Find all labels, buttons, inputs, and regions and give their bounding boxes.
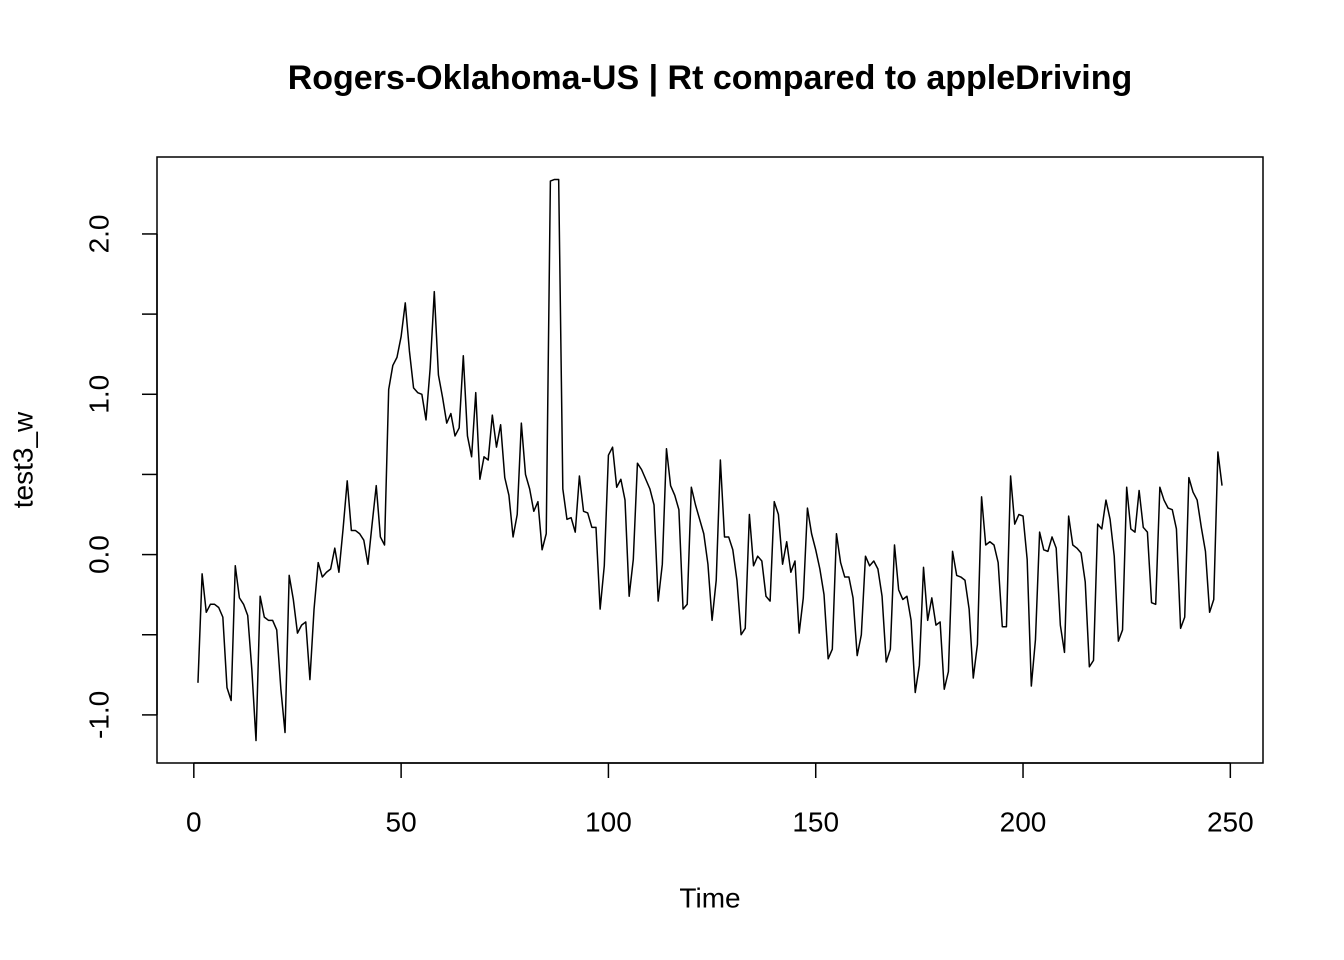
- x-tick-label: 250: [1207, 806, 1254, 837]
- x-tick-label: 0: [186, 806, 202, 837]
- series-line: [197, 178, 1223, 742]
- x-tick-label: 200: [1000, 806, 1047, 837]
- y-tick-label: 1.0: [83, 375, 114, 414]
- x-tick-label: 150: [792, 806, 839, 837]
- x-tick-label: 50: [386, 806, 417, 837]
- y-tick-label: -1.0: [83, 691, 114, 739]
- x-axis-label: Time: [679, 882, 740, 913]
- chart-title: Rogers-Oklahoma-US | Rt compared to appl…: [288, 59, 1133, 97]
- y-tick-label: 0.0: [83, 535, 114, 574]
- y-axis-label: test3_w: [7, 411, 38, 508]
- y-tick-label: 2.0: [83, 214, 114, 253]
- x-tick-label: 100: [585, 806, 632, 837]
